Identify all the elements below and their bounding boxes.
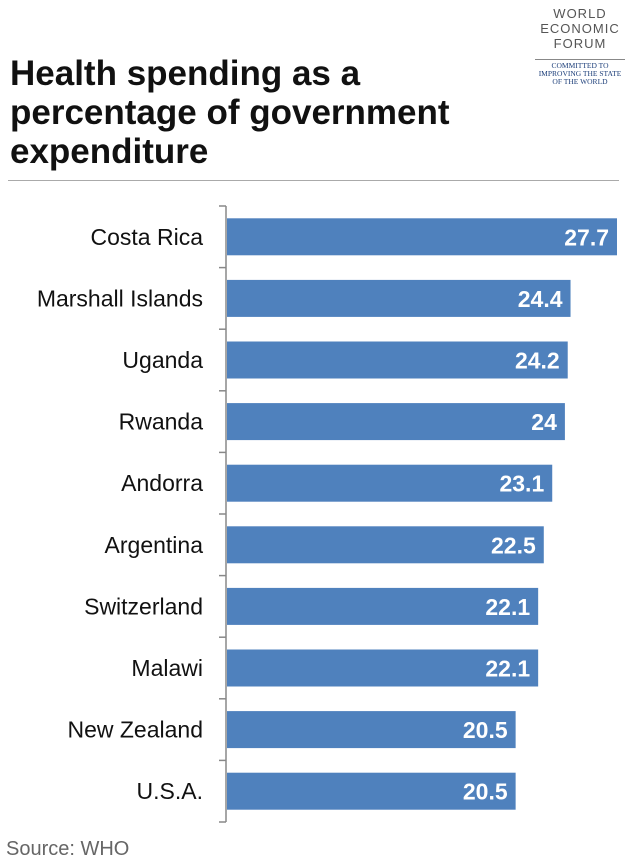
category-label: Rwanda bbox=[119, 409, 204, 435]
bar bbox=[227, 464, 553, 502]
category-label: Costa Rica bbox=[91, 224, 204, 250]
logo-line: WORLD bbox=[553, 6, 607, 21]
value-label: 23.1 bbox=[499, 471, 544, 497]
logo-line: FORUM bbox=[553, 36, 607, 51]
source-note: Source: WHO bbox=[6, 838, 130, 860]
title-divider bbox=[8, 180, 619, 181]
logo-line: ECONOMIC bbox=[540, 21, 620, 36]
category-label: Malawi bbox=[131, 655, 203, 681]
category-label: Argentina bbox=[105, 532, 204, 558]
logo-tagline: COMMITTED TO IMPROVING THE STATE OF THE … bbox=[535, 59, 625, 86]
bar bbox=[227, 587, 539, 625]
category-label: Uganda bbox=[122, 347, 203, 373]
wef-logo: WORLD ECONOMIC FORUM COMMITTED TO IMPROV… bbox=[535, 6, 625, 86]
bar bbox=[227, 341, 568, 379]
chart-title: Health spending as a percentage of gover… bbox=[10, 54, 450, 171]
category-label: Marshall Islands bbox=[37, 285, 203, 311]
value-label: 20.5 bbox=[463, 717, 508, 743]
tagline-line: IMPROVING THE STATE bbox=[538, 69, 622, 78]
category-label: New Zealand bbox=[67, 717, 203, 743]
bar bbox=[227, 772, 516, 810]
value-label: 24.2 bbox=[515, 348, 560, 374]
value-label: 20.5 bbox=[463, 779, 508, 805]
value-label: 22.1 bbox=[485, 656, 530, 682]
bar bbox=[227, 711, 516, 749]
bar bbox=[227, 403, 565, 441]
category-label: Switzerland bbox=[84, 593, 203, 619]
bar bbox=[227, 279, 571, 317]
value-label: 24 bbox=[531, 409, 557, 435]
category-label: U.S.A. bbox=[137, 778, 203, 804]
value-label: 27.7 bbox=[564, 224, 609, 250]
bar bbox=[227, 526, 544, 564]
value-label: 22.5 bbox=[491, 532, 536, 558]
bar bbox=[227, 218, 617, 256]
tagline-line: COMMITTED TO bbox=[551, 61, 609, 70]
value-label: 24.4 bbox=[518, 286, 563, 312]
category-label: Andorra bbox=[121, 470, 203, 496]
tagline-line: OF THE WORLD bbox=[552, 77, 608, 86]
bar bbox=[227, 649, 539, 687]
value-label: 22.1 bbox=[485, 594, 530, 620]
